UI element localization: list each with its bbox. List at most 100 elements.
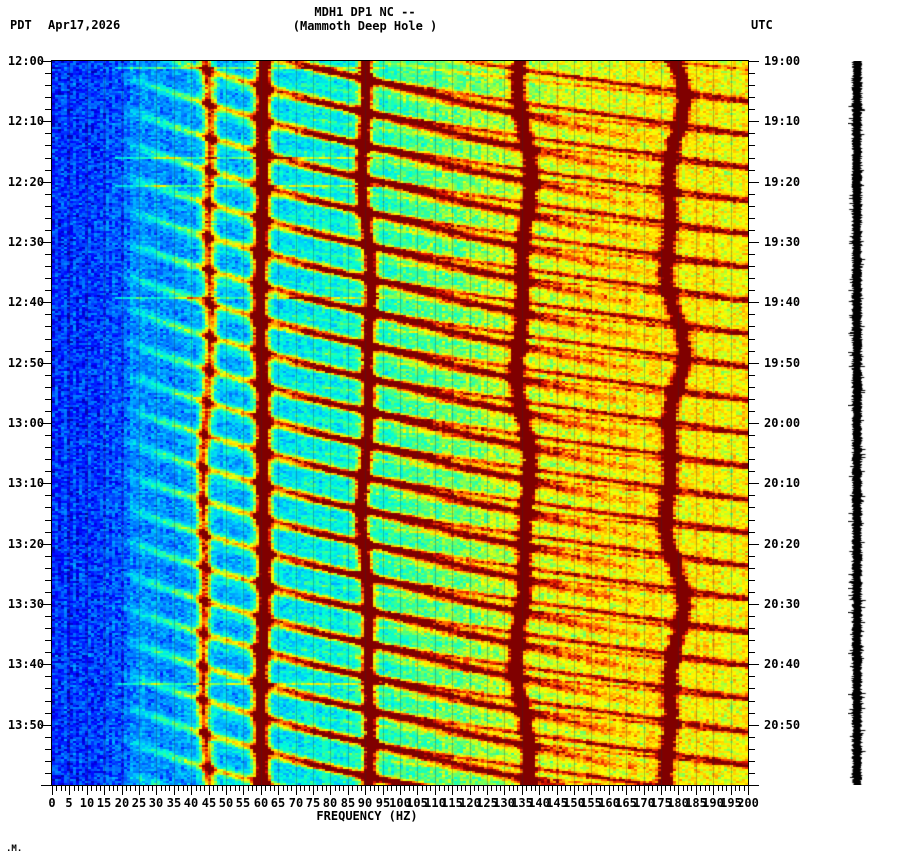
x-tick-major — [104, 786, 105, 795]
y-tick-major-right — [749, 363, 759, 364]
x-tick-major — [261, 786, 262, 795]
y-tick-major-left — [41, 725, 51, 726]
x-axis-label: 10 — [79, 796, 95, 810]
x-tick-minor — [478, 786, 479, 791]
x-axis-label: 115 — [441, 796, 463, 810]
y-axis-label-left: 12:40 — [7, 295, 44, 309]
x-tick-minor — [500, 786, 501, 791]
x-tick-minor — [391, 786, 392, 791]
x-tick-minor — [239, 786, 240, 791]
x-tick-minor — [357, 786, 358, 791]
x-tick-minor — [283, 786, 284, 791]
x-tick-minor — [230, 786, 231, 791]
y-tick-minor-right — [749, 471, 755, 472]
y-axis-label-right: 20:40 — [764, 657, 801, 671]
y-axis-label-left: 13:20 — [7, 537, 44, 551]
x-axis-label: 135 — [511, 796, 533, 810]
x-tick-minor — [352, 786, 353, 791]
y-tick-minor-left — [45, 158, 51, 159]
y-tick-minor-left — [45, 73, 51, 74]
x-tick-minor — [561, 786, 562, 791]
y-tick-minor-left — [45, 339, 51, 340]
x-tick-minor — [126, 786, 127, 791]
x-tick-major — [678, 786, 679, 795]
y-tick-minor-left — [45, 85, 51, 86]
y-tick-major-right — [749, 182, 759, 183]
x-axis-label: 140 — [528, 796, 550, 810]
x-axis-label: 35 — [166, 796, 182, 810]
x-tick-minor — [744, 786, 745, 791]
y-tick-major-left — [41, 182, 51, 183]
x-tick-major — [696, 786, 697, 795]
x-axis-label: 100 — [389, 796, 411, 810]
x-axis-label: 45 — [201, 796, 217, 810]
x-tick-major — [435, 786, 436, 795]
y-tick-minor-right — [749, 206, 755, 207]
y-axis-label-left: 12:20 — [7, 175, 44, 189]
x-tick-minor — [587, 786, 588, 791]
y-tick-minor-right — [749, 339, 755, 340]
x-tick-major — [748, 786, 749, 795]
y-tick-minor-left — [45, 387, 51, 388]
y-tick-minor-left — [45, 507, 51, 508]
y-axis-label-left: 13:10 — [7, 476, 44, 490]
y-tick-minor-left — [45, 471, 51, 472]
x-axis-label: 40 — [183, 796, 199, 810]
x-tick-minor — [665, 786, 666, 791]
x-tick-minor — [213, 786, 214, 791]
x-tick-minor — [317, 786, 318, 791]
x-tick-minor — [148, 786, 149, 791]
x-tick-minor — [130, 786, 131, 791]
x-tick-major — [522, 786, 523, 795]
y-tick-minor-left — [45, 326, 51, 327]
x-axis-label: 130 — [493, 796, 515, 810]
x-tick-minor — [709, 786, 710, 791]
y-tick-minor-right — [749, 520, 755, 521]
y-tick-minor-right — [749, 568, 755, 569]
x-tick-major — [626, 786, 627, 795]
y-tick-minor-left — [45, 580, 51, 581]
x-tick-minor — [413, 786, 414, 791]
x-tick-minor — [544, 786, 545, 791]
x-axis-label: 5 — [65, 796, 73, 810]
x-axis-label: 60 — [253, 796, 269, 810]
axis-bottom — [51, 785, 749, 786]
x-axis-label: 95 — [375, 796, 391, 810]
page-subtitle: (Mammoth Deep Hole ) — [292, 19, 438, 33]
x-tick-minor — [426, 786, 427, 791]
x-tick-minor — [565, 786, 566, 791]
y-tick-minor-left — [45, 411, 51, 412]
y-axis-label-right: 20:00 — [764, 416, 801, 430]
y-tick-minor-right — [749, 580, 755, 581]
x-tick-minor — [483, 786, 484, 791]
y-tick-minor-right — [749, 351, 755, 352]
x-tick-major — [470, 786, 471, 795]
axis-top — [51, 60, 749, 61]
x-tick-major — [243, 786, 244, 795]
x-tick-minor — [222, 786, 223, 791]
x-tick-minor — [165, 786, 166, 791]
chart-header: PDT Apr17,2026 MDH1 DP1 NC -- (Mammoth D… — [0, 0, 902, 48]
y-tick-minor-right — [749, 495, 755, 496]
x-tick-major — [400, 786, 401, 795]
x-axis-label: 0 — [48, 796, 56, 810]
y-tick-minor-left — [45, 652, 51, 653]
axis-left — [51, 61, 52, 786]
x-tick-minor — [187, 786, 188, 791]
x-tick-minor — [265, 786, 266, 791]
x-tick-major — [313, 786, 314, 795]
x-tick-minor — [618, 786, 619, 791]
y-tick-minor-left — [45, 133, 51, 134]
x-tick-minor — [409, 786, 410, 791]
y-tick-major-right — [749, 544, 759, 545]
y-tick-minor-left — [45, 145, 51, 146]
x-tick-minor — [335, 786, 336, 791]
y-tick-minor-left — [45, 266, 51, 267]
y-tick-minor-left — [45, 290, 51, 291]
y-axis-label-left: 12:00 — [7, 54, 44, 68]
x-tick-major — [122, 786, 123, 795]
y-tick-minor-right — [749, 97, 755, 98]
x-tick-major — [296, 786, 297, 795]
x-axis-label: 90 — [357, 796, 373, 810]
x-tick-minor — [613, 786, 614, 791]
